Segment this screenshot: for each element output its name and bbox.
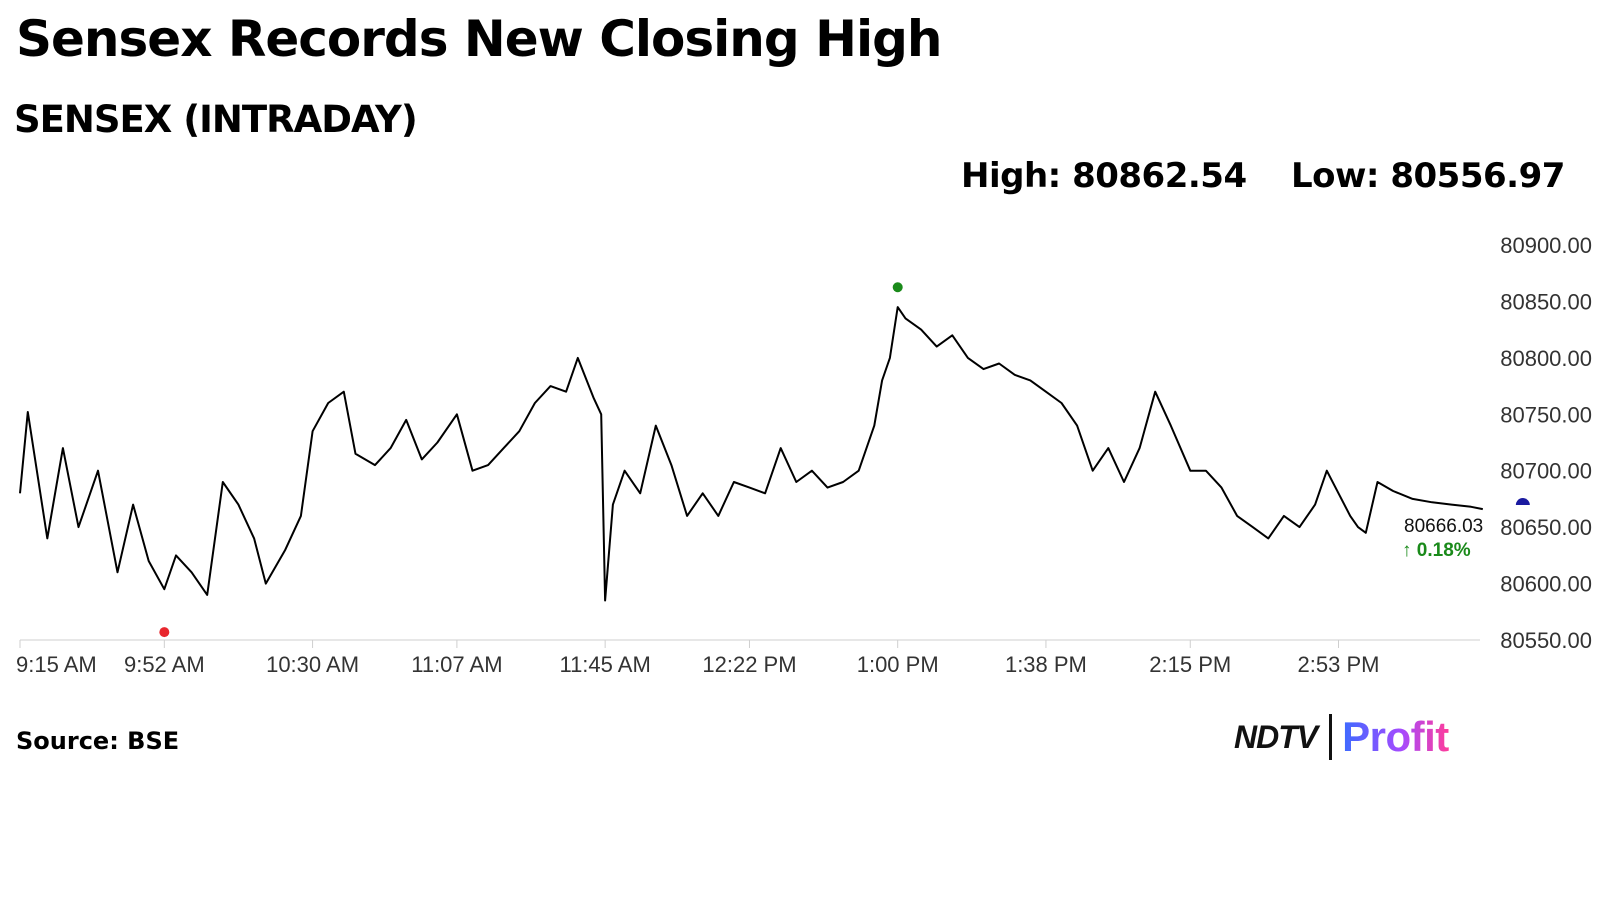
- last-price-label: 80666.03: [1404, 516, 1483, 537]
- y-tick-label: 80800.00: [1500, 346, 1592, 371]
- day-low-stat: Low: 80556.97: [1291, 156, 1565, 196]
- x-tick-label: 2:53 PM: [1298, 652, 1380, 677]
- headline: Sensex Records New Closing High: [16, 10, 942, 68]
- ndtv-profit-logo: NDTV Profit: [1234, 712, 1449, 762]
- y-tick-label: 80650.00: [1500, 515, 1592, 540]
- x-tick-label: 2:15 PM: [1149, 652, 1231, 677]
- day-low-marker: [159, 627, 170, 638]
- price-line: [19, 306, 1483, 602]
- source-note: Source: BSE: [16, 727, 180, 755]
- y-tick-label: 80750.00: [1500, 402, 1592, 427]
- x-tick-label: 10:30 AM: [266, 652, 359, 677]
- y-tick-label: 80550.00: [1500, 628, 1592, 653]
- x-axis-ticks: 9:15 AM 9:52 AM 10:30 AM 11:07 AM 11:45 AM 12…: [16, 640, 1379, 677]
- y-tick-label: 80600.00: [1500, 572, 1592, 597]
- x-tick-label: 11:45 AM: [559, 652, 650, 677]
- y-axis-ticks: 80900.00 80850.00 80800.00 80750.00 80700.00…: [1500, 233, 1592, 653]
- day-high-stat: High: 80862.54: [961, 156, 1247, 196]
- x-tick-label: 1:38 PM: [1005, 652, 1087, 677]
- x-tick-label: 11:07 AM: [411, 652, 502, 677]
- x-tick-label: 12:22 PM: [702, 652, 796, 677]
- x-tick-label: 1:00 PM: [857, 652, 939, 677]
- intraday-line-chart: 9:15 AM 9:52 AM 10:30 AM 11:07 AM 11:45 AM 12…: [16, 233, 1592, 677]
- x-tick-label: 9:52 AM: [124, 652, 205, 677]
- logo-profit-text: Profit: [1342, 713, 1449, 760]
- last-change-label: ↑ 0.18%: [1402, 540, 1471, 561]
- chart-subtitle: SENSEX (INTRADAY): [14, 98, 418, 141]
- logo-divider: [1329, 714, 1333, 760]
- y-tick-label: 80900.00: [1500, 233, 1592, 258]
- x-tick-label: 9:15 AM: [16, 652, 97, 677]
- logo-ndtv-text: NDTV: [1234, 718, 1318, 755]
- day-high-marker: [892, 282, 903, 293]
- y-tick-label: 80850.00: [1500, 289, 1592, 314]
- last-price-marker: [1515, 498, 1530, 506]
- y-tick-label: 80700.00: [1500, 459, 1592, 484]
